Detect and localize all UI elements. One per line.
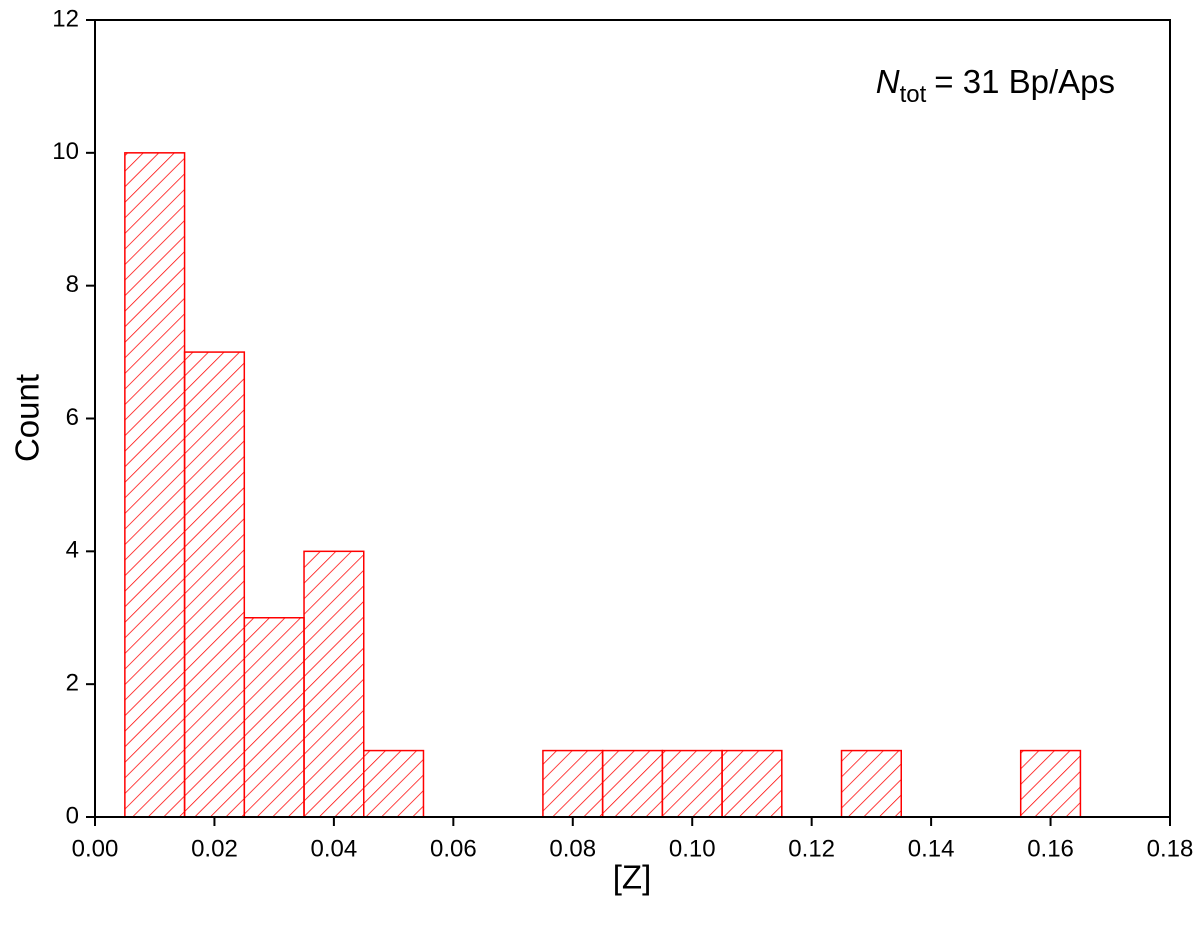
y-tick-label: 8 bbox=[66, 271, 79, 298]
x-axis-title: [Z] bbox=[613, 859, 652, 896]
bar bbox=[363, 749, 425, 818]
bar bbox=[183, 351, 246, 818]
y-tick-label: 0 bbox=[66, 802, 79, 829]
y-tick-label: 4 bbox=[66, 537, 79, 564]
x-tick-label: 0.08 bbox=[549, 835, 596, 862]
annotation-subscript: tot bbox=[900, 81, 927, 108]
bar bbox=[542, 749, 604, 818]
y-tick-label: 2 bbox=[66, 670, 79, 697]
annotation-symbol: N bbox=[876, 63, 900, 100]
x-tick-label: 0.02 bbox=[191, 835, 238, 862]
x-tick-label: 0.10 bbox=[669, 835, 716, 862]
bar bbox=[840, 749, 902, 818]
x-tick-label: 0.12 bbox=[788, 835, 835, 862]
bar bbox=[721, 749, 783, 818]
x-tick-label: 0.06 bbox=[430, 835, 477, 862]
y-tick-label: 10 bbox=[52, 138, 79, 165]
x-tick-label: 0.18 bbox=[1147, 835, 1194, 862]
bar bbox=[661, 749, 723, 818]
x-tick-label: 0.04 bbox=[311, 835, 358, 862]
x-tick-label: 0.14 bbox=[908, 835, 955, 862]
x-tick-label: 0.00 bbox=[72, 835, 119, 862]
x-tick-label: 0.16 bbox=[1027, 835, 1074, 862]
bar bbox=[124, 152, 186, 818]
bar bbox=[303, 550, 365, 818]
y-tick-label: 6 bbox=[66, 404, 79, 431]
y-tick-label: 12 bbox=[52, 5, 79, 32]
bar bbox=[1019, 749, 1082, 818]
bar bbox=[243, 617, 305, 818]
y-axis-title: Count bbox=[9, 374, 46, 462]
bar bbox=[601, 749, 664, 818]
annotation: Ntot = 31 Bp/Aps bbox=[876, 63, 1115, 109]
annotation-text: = 31 Bp/Aps bbox=[934, 63, 1115, 100]
